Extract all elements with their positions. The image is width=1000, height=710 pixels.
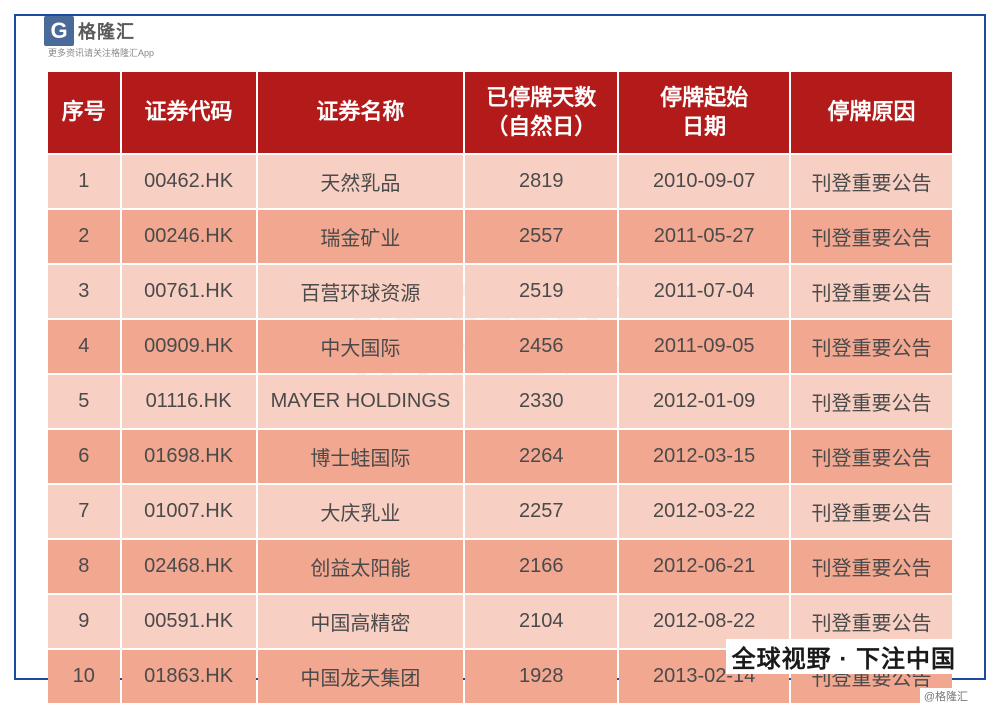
cell-days: 1928 <box>465 650 617 703</box>
cell-code: 00246.HK <box>122 210 256 263</box>
cell-reason: 刊登重要公告 <box>791 320 952 373</box>
cell-seq: 2 <box>48 210 120 263</box>
cell-name: 博士蛙国际 <box>258 430 464 483</box>
cell-code: 02468.HK <box>122 540 256 593</box>
cell-name: 大庆乳业 <box>258 485 464 538</box>
cell-code: 00591.HK <box>122 595 256 648</box>
table-row: 200246.HK瑞金矿业25572011-05-27刊登重要公告 <box>48 210 952 263</box>
cell-name: 瑞金矿业 <box>258 210 464 263</box>
cell-days: 2166 <box>465 540 617 593</box>
cell-date: 2012-03-15 <box>619 430 789 483</box>
table-header-row: 序号 证券代码 证券名称 已停牌天数（自然日） 停牌起始日期 停牌原因 <box>48 72 952 153</box>
cell-name: 中大国际 <box>258 320 464 373</box>
cell-seq: 8 <box>48 540 120 593</box>
cell-seq: 5 <box>48 375 120 428</box>
cell-name: 中国高精密 <box>258 595 464 648</box>
cell-days: 2104 <box>465 595 617 648</box>
cell-seq: 3 <box>48 265 120 318</box>
table-row: 501116.HKMAYER HOLDINGS23302012-01-09刊登重… <box>48 375 952 428</box>
cell-seq: 7 <box>48 485 120 538</box>
cell-reason: 刊登重要公告 <box>791 540 952 593</box>
table-row: 300761.HK百营环球资源25192011-07-04刊登重要公告 <box>48 265 952 318</box>
cell-days: 2257 <box>465 485 617 538</box>
col-header-name: 证券名称 <box>258 72 464 153</box>
cell-code: 01007.HK <box>122 485 256 538</box>
cell-code: 00909.HK <box>122 320 256 373</box>
cell-date: 2012-06-21 <box>619 540 789 593</box>
cell-reason: 刊登重要公告 <box>791 375 952 428</box>
content-frame: G 格隆汇 更多资讯请关注格隆汇App 格隆汇 gelonghui.com 序号… <box>14 14 986 680</box>
table-row: 400909.HK中大国际24562011-09-05刊登重要公告 <box>48 320 952 373</box>
col-header-date: 停牌起始日期 <box>619 72 789 153</box>
logo-name: 格隆汇 <box>78 18 135 44</box>
cell-reason: 刊登重要公告 <box>791 485 952 538</box>
col-header-code: 证券代码 <box>122 72 256 153</box>
cell-reason: 刊登重要公告 <box>791 265 952 318</box>
cell-days: 2264 <box>465 430 617 483</box>
cell-days: 2819 <box>465 155 617 208</box>
cell-name: MAYER HOLDINGS <box>258 375 464 428</box>
cell-days: 2557 <box>465 210 617 263</box>
col-header-days: 已停牌天数（自然日） <box>465 72 617 153</box>
cell-seq: 1 <box>48 155 120 208</box>
cell-reason: 刊登重要公告 <box>791 155 952 208</box>
cell-days: 2519 <box>465 265 617 318</box>
cell-reason: 刊登重要公告 <box>791 210 952 263</box>
suspension-table-wrap: 序号 证券代码 证券名称 已停牌天数（自然日） 停牌起始日期 停牌原因 1004… <box>46 70 954 705</box>
col-header-seq: 序号 <box>48 72 120 153</box>
cell-seq: 10 <box>48 650 120 703</box>
cell-name: 百营环球资源 <box>258 265 464 318</box>
footer-tagline: 全球视野 · 下注中国 <box>732 646 956 673</box>
cell-code: 01698.HK <box>122 430 256 483</box>
cell-date: 2012-01-09 <box>619 375 789 428</box>
table-row: 802468.HK创益太阳能21662012-06-21刊登重要公告 <box>48 540 952 593</box>
cell-code: 01863.HK <box>122 650 256 703</box>
table-row: 701007.HK大庆乳业22572012-03-22刊登重要公告 <box>48 485 952 538</box>
brand-logo: G 格隆汇 <box>38 16 141 46</box>
table-row: 100462.HK天然乳品28192010-09-07刊登重要公告 <box>48 155 952 208</box>
cell-date: 2012-03-22 <box>619 485 789 538</box>
cell-seq: 6 <box>48 430 120 483</box>
cell-date: 2011-05-27 <box>619 210 789 263</box>
col-header-reason: 停牌原因 <box>791 72 952 153</box>
cell-code: 00761.HK <box>122 265 256 318</box>
footer: 全球视野 · 下注中国 <box>726 639 962 674</box>
table-body: 100462.HK天然乳品28192010-09-07刊登重要公告200246.… <box>48 155 952 703</box>
cell-days: 2456 <box>465 320 617 373</box>
cell-seq: 4 <box>48 320 120 373</box>
footer-handle: @格隆汇 <box>920 688 972 704</box>
cell-date: 2011-07-04 <box>619 265 789 318</box>
table-row: 601698.HK博士蛙国际22642012-03-15刊登重要公告 <box>48 430 952 483</box>
suspension-table: 序号 证券代码 证券名称 已停牌天数（自然日） 停牌起始日期 停牌原因 1004… <box>46 70 954 705</box>
cell-date: 2010-09-07 <box>619 155 789 208</box>
cell-code: 00462.HK <box>122 155 256 208</box>
cell-name: 创益太阳能 <box>258 540 464 593</box>
cell-code: 01116.HK <box>122 375 256 428</box>
cell-name: 天然乳品 <box>258 155 464 208</box>
cell-days: 2330 <box>465 375 617 428</box>
cell-reason: 刊登重要公告 <box>791 430 952 483</box>
logo-mark: G <box>44 16 74 46</box>
cell-seq: 9 <box>48 595 120 648</box>
logo-subtitle: 更多资讯请关注格隆汇App <box>44 46 158 59</box>
cell-name: 中国龙天集团 <box>258 650 464 703</box>
cell-date: 2011-09-05 <box>619 320 789 373</box>
